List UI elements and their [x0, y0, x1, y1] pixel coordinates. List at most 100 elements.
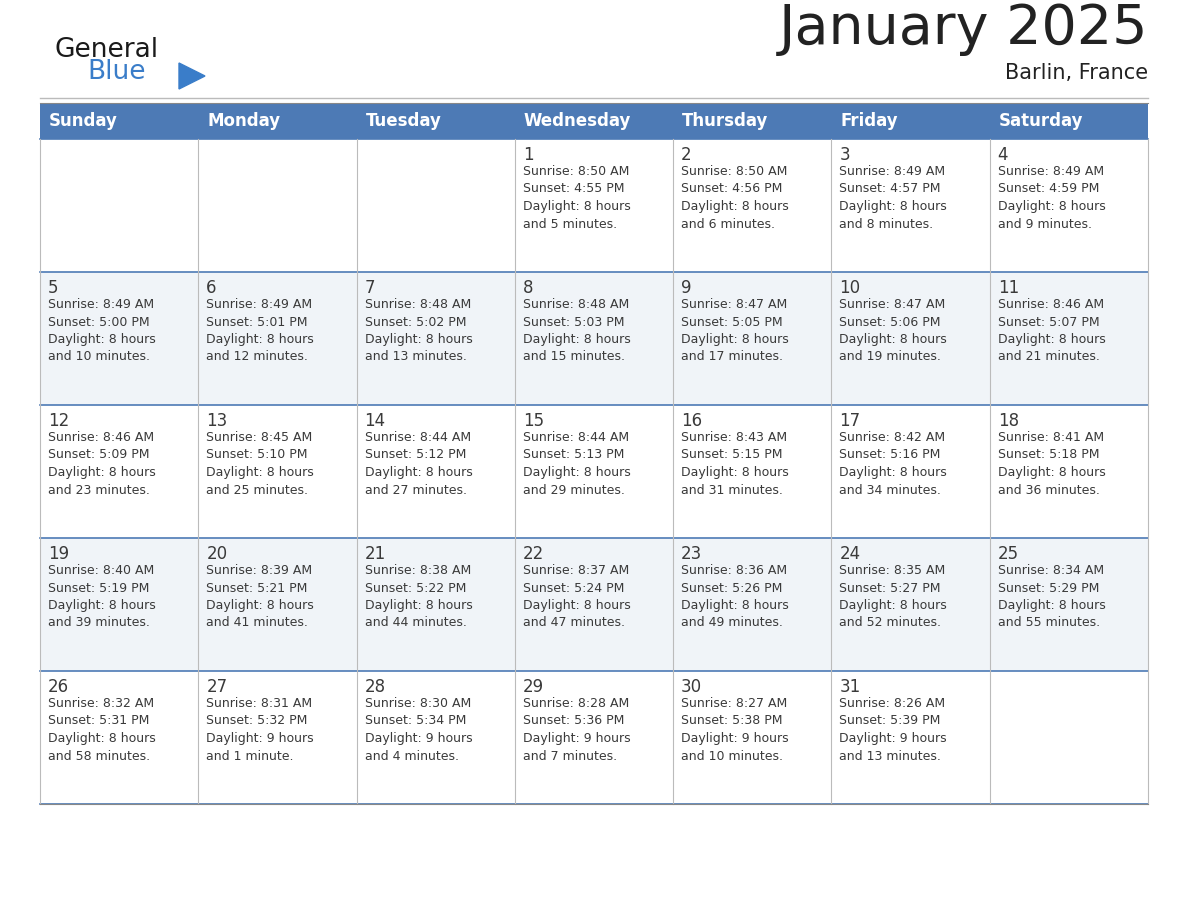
Bar: [514, 272, 674, 405]
Bar: [198, 272, 356, 405]
Bar: [990, 272, 1148, 405]
Text: Sunset: 4:57 PM: Sunset: 4:57 PM: [840, 183, 941, 196]
Bar: [514, 103, 674, 139]
Text: Sunset: 5:05 PM: Sunset: 5:05 PM: [681, 316, 783, 329]
Text: Sunset: 5:07 PM: Sunset: 5:07 PM: [998, 316, 1099, 329]
Text: 1: 1: [523, 146, 533, 164]
Text: and 47 minutes.: and 47 minutes.: [523, 617, 625, 630]
Text: 12: 12: [48, 412, 69, 430]
Bar: [674, 272, 832, 405]
Text: Sunrise: 8:42 AM: Sunrise: 8:42 AM: [840, 431, 946, 444]
Text: Sunset: 5:38 PM: Sunset: 5:38 PM: [681, 714, 783, 727]
Text: Sunrise: 8:41 AM: Sunrise: 8:41 AM: [998, 431, 1104, 444]
Text: Sunset: 4:56 PM: Sunset: 4:56 PM: [681, 183, 783, 196]
Text: 24: 24: [840, 545, 860, 563]
Text: Wednesday: Wednesday: [524, 112, 631, 130]
Text: Daylight: 8 hours: Daylight: 8 hours: [681, 599, 789, 612]
Text: 3: 3: [840, 146, 851, 164]
Text: Sunrise: 8:50 AM: Sunrise: 8:50 AM: [681, 165, 788, 178]
Text: Sunset: 5:29 PM: Sunset: 5:29 PM: [998, 581, 1099, 595]
Bar: [674, 103, 832, 139]
Text: Sunrise: 8:44 AM: Sunrise: 8:44 AM: [523, 431, 628, 444]
Text: Blue: Blue: [87, 59, 145, 85]
Text: Daylight: 8 hours: Daylight: 8 hours: [998, 200, 1106, 213]
Text: 17: 17: [840, 412, 860, 430]
Text: Daylight: 8 hours: Daylight: 8 hours: [365, 599, 473, 612]
Bar: [832, 405, 990, 538]
Bar: [990, 671, 1148, 804]
Text: Daylight: 8 hours: Daylight: 8 hours: [207, 599, 314, 612]
Text: Sunset: 5:16 PM: Sunset: 5:16 PM: [840, 449, 941, 462]
Text: Saturday: Saturday: [999, 112, 1083, 130]
Text: and 13 minutes.: and 13 minutes.: [365, 351, 467, 364]
Bar: [990, 538, 1148, 671]
Bar: [514, 139, 674, 272]
Bar: [198, 405, 356, 538]
Bar: [832, 538, 990, 671]
Text: Sunrise: 8:31 AM: Sunrise: 8:31 AM: [207, 697, 312, 710]
Bar: [40, 139, 198, 272]
Bar: [40, 538, 198, 671]
Text: 11: 11: [998, 279, 1019, 297]
Bar: [514, 405, 674, 538]
Bar: [832, 272, 990, 405]
Text: Sunset: 5:21 PM: Sunset: 5:21 PM: [207, 581, 308, 595]
Text: Sunrise: 8:44 AM: Sunrise: 8:44 AM: [365, 431, 470, 444]
Text: Daylight: 8 hours: Daylight: 8 hours: [523, 200, 631, 213]
Text: January 2025: January 2025: [778, 2, 1148, 56]
Text: 9: 9: [681, 279, 691, 297]
Text: Sunset: 4:59 PM: Sunset: 4:59 PM: [998, 183, 1099, 196]
Text: 31: 31: [840, 678, 860, 696]
Text: Sunset: 5:18 PM: Sunset: 5:18 PM: [998, 449, 1099, 462]
Text: Sunrise: 8:48 AM: Sunrise: 8:48 AM: [523, 298, 630, 311]
Text: Monday: Monday: [207, 112, 280, 130]
Text: Friday: Friday: [840, 112, 898, 130]
Text: Daylight: 8 hours: Daylight: 8 hours: [681, 200, 789, 213]
Polygon shape: [179, 63, 206, 89]
Text: and 19 minutes.: and 19 minutes.: [840, 351, 941, 364]
Text: Sunrise: 8:27 AM: Sunrise: 8:27 AM: [681, 697, 788, 710]
Text: Daylight: 8 hours: Daylight: 8 hours: [523, 599, 631, 612]
Text: Sunset: 5:10 PM: Sunset: 5:10 PM: [207, 449, 308, 462]
Bar: [356, 139, 514, 272]
Text: 26: 26: [48, 678, 69, 696]
Text: 13: 13: [207, 412, 228, 430]
Text: 2: 2: [681, 146, 691, 164]
Text: and 7 minutes.: and 7 minutes.: [523, 749, 617, 763]
Bar: [514, 671, 674, 804]
Text: Sunrise: 8:26 AM: Sunrise: 8:26 AM: [840, 697, 946, 710]
Bar: [40, 272, 198, 405]
Text: 8: 8: [523, 279, 533, 297]
Bar: [674, 405, 832, 538]
Text: and 31 minutes.: and 31 minutes.: [681, 484, 783, 497]
Text: 10: 10: [840, 279, 860, 297]
Text: Sunrise: 8:50 AM: Sunrise: 8:50 AM: [523, 165, 630, 178]
Text: Sunrise: 8:45 AM: Sunrise: 8:45 AM: [207, 431, 312, 444]
Text: and 25 minutes.: and 25 minutes.: [207, 484, 308, 497]
Text: and 52 minutes.: and 52 minutes.: [840, 617, 941, 630]
Text: and 6 minutes.: and 6 minutes.: [681, 218, 775, 230]
Bar: [990, 103, 1148, 139]
Text: Daylight: 8 hours: Daylight: 8 hours: [523, 466, 631, 479]
Text: 20: 20: [207, 545, 227, 563]
Bar: [356, 538, 514, 671]
Text: Daylight: 8 hours: Daylight: 8 hours: [365, 466, 473, 479]
Text: Daylight: 8 hours: Daylight: 8 hours: [48, 599, 156, 612]
Bar: [356, 405, 514, 538]
Bar: [832, 103, 990, 139]
Bar: [40, 103, 198, 139]
Text: Daylight: 9 hours: Daylight: 9 hours: [207, 732, 314, 745]
Text: General: General: [55, 37, 159, 63]
Text: Daylight: 8 hours: Daylight: 8 hours: [681, 466, 789, 479]
Text: Sunset: 5:03 PM: Sunset: 5:03 PM: [523, 316, 625, 329]
Text: Sunset: 5:00 PM: Sunset: 5:00 PM: [48, 316, 150, 329]
Bar: [514, 538, 674, 671]
Text: Sunrise: 8:32 AM: Sunrise: 8:32 AM: [48, 697, 154, 710]
Bar: [356, 103, 514, 139]
Text: Sunset: 5:22 PM: Sunset: 5:22 PM: [365, 581, 466, 595]
Text: 4: 4: [998, 146, 1009, 164]
Text: 30: 30: [681, 678, 702, 696]
Text: Daylight: 8 hours: Daylight: 8 hours: [840, 333, 947, 346]
Text: and 27 minutes.: and 27 minutes.: [365, 484, 467, 497]
Bar: [40, 405, 198, 538]
